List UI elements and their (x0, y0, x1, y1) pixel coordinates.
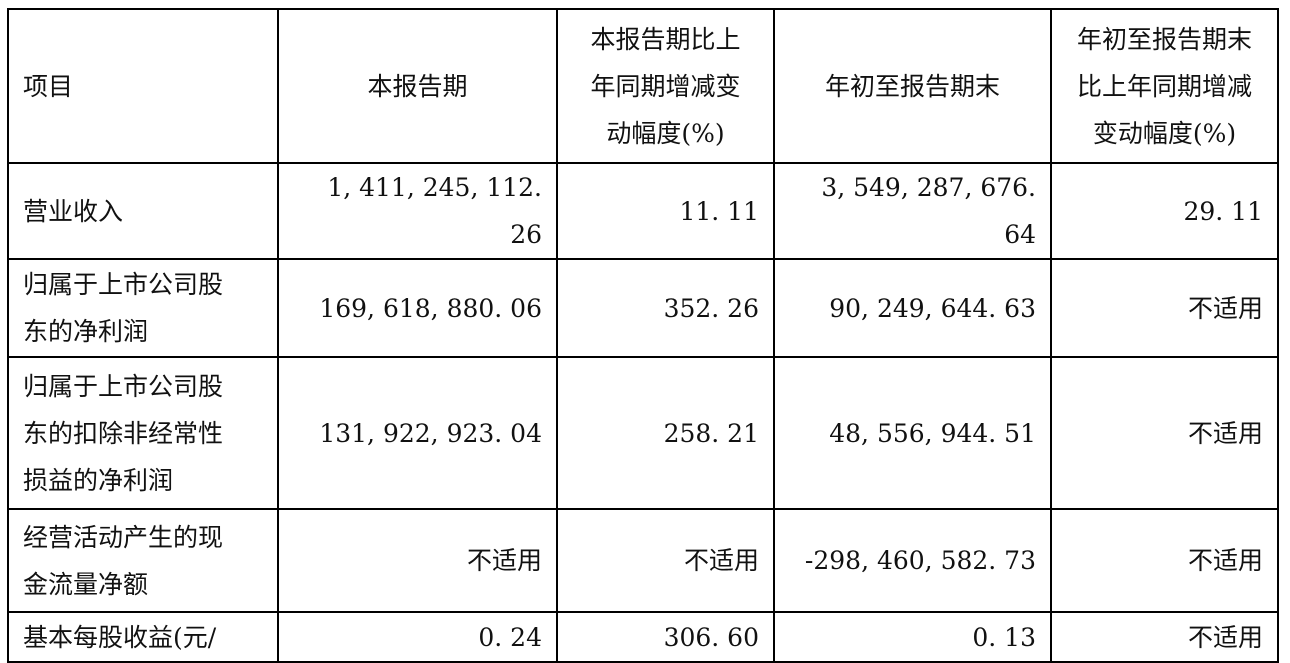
table-row: 归属于上市公司股 东的净利润 169, 618, 880. 06 352. 26… (7, 258, 1279, 358)
table-row: 经营活动产生的现 金流量净额 不适用 不适用 -298, 460, 582. 7… (7, 508, 1279, 613)
table-row: 基本每股收益(元/ 0. 24 306. 60 0. 13 不适用 (7, 611, 1279, 663)
row-item: 归属于上市公司股 东的扣除非经常性 损益的净利润 (7, 356, 279, 510)
row-ytd-change: 不适用 (1050, 356, 1279, 510)
row-current-change: 258. 21 (556, 356, 775, 510)
row-current-change: 不适用 (556, 508, 775, 613)
row-item: 经营活动产生的现 金流量净额 (7, 508, 279, 613)
row-current-change: 352. 26 (556, 258, 775, 358)
table-row: 营业收入 1, 411, 245, 112. 26 11. 11 3, 549,… (7, 162, 1279, 260)
row-item: 营业收入 (7, 162, 279, 260)
row-current: 131, 922, 923. 04 (277, 356, 558, 510)
header-row: 项目 本报告期 本报告期比上 年同期增减变 动幅度(%) 年初至报告期末 年初至… (7, 8, 1279, 164)
row-current: 1, 411, 245, 112. 26 (277, 162, 558, 260)
row-ytd: -298, 460, 582. 73 (773, 508, 1052, 613)
row-current: 不适用 (277, 508, 558, 613)
header-ytd: 年初至报告期末 (773, 8, 1052, 164)
row-ytd-change: 29. 11 (1050, 162, 1279, 260)
row-ytd: 3, 549, 287, 676. 64 (773, 162, 1052, 260)
row-ytd: 48, 556, 944. 51 (773, 356, 1052, 510)
header-ytd-change: 年初至报告期末 比上年同期增减 变动幅度(%) (1050, 8, 1279, 164)
row-current-change: 306. 60 (556, 611, 775, 663)
row-ytd: 90, 249, 644. 63 (773, 258, 1052, 358)
table-row: 归属于上市公司股 东的扣除非经常性 损益的净利润 131, 922, 923. … (7, 356, 1279, 510)
row-ytd: 0. 13 (773, 611, 1052, 663)
row-ytd-change: 不适用 (1050, 258, 1279, 358)
row-current-change: 11. 11 (556, 162, 775, 260)
row-ytd-change: 不适用 (1050, 611, 1279, 663)
header-item: 项目 (7, 8, 279, 164)
financial-data-table: 项目 本报告期 本报告期比上 年同期增减变 动幅度(%) 年初至报告期末 年初至… (7, 8, 1279, 663)
row-item: 归属于上市公司股 东的净利润 (7, 258, 279, 358)
row-item: 基本每股收益(元/ (7, 611, 279, 663)
row-current: 169, 618, 880. 06 (277, 258, 558, 358)
row-ytd-change: 不适用 (1050, 508, 1279, 613)
header-current-change: 本报告期比上 年同期增减变 动幅度(%) (556, 8, 775, 164)
header-current-period: 本报告期 (277, 8, 558, 164)
row-current: 0. 24 (277, 611, 558, 663)
